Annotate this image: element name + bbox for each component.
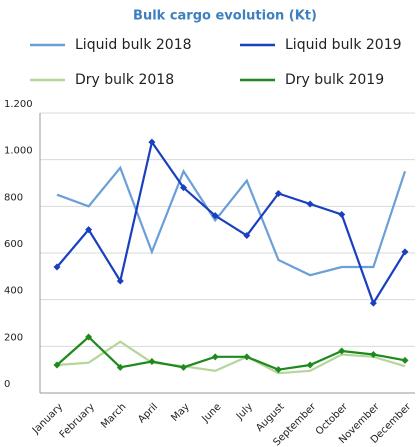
y-tick-label: 400 [4, 286, 23, 297]
point-marker [180, 184, 188, 192]
legend-label: Dry bulk 2019 [285, 72, 384, 88]
y-tick-label: 0 [4, 379, 10, 390]
x-tick-label: July [234, 401, 255, 422]
x-tick-label: May [169, 401, 191, 423]
legend-label: Dry bulk 2018 [75, 72, 174, 88]
chart-title: Bulk cargo evolution (Kt) [133, 9, 317, 24]
point-marker [180, 363, 188, 371]
series-line [56, 340, 406, 375]
point-marker [274, 190, 282, 197]
point-marker [401, 248, 409, 256]
point-marker [53, 263, 61, 271]
series-line [56, 335, 406, 371]
point-marker [53, 361, 61, 369]
point-marker [369, 299, 377, 307]
series-line [56, 165, 407, 277]
point-marker [306, 361, 314, 369]
x-tick-label: June [200, 401, 224, 425]
point-marker [148, 138, 156, 146]
point-marker [243, 232, 251, 239]
point-marker [85, 226, 93, 234]
point-marker [369, 351, 377, 358]
point-marker [116, 277, 124, 285]
y-tick-label: 200 [4, 332, 23, 343]
legend-label: Liquid bulk 2019 [285, 37, 402, 53]
point-marker [401, 356, 409, 364]
point-marker [116, 363, 124, 371]
point-marker [338, 347, 346, 355]
point-marker [306, 200, 314, 208]
x-tick-label: March [99, 401, 128, 430]
series-line [56, 139, 406, 306]
point-marker [211, 353, 219, 361]
x-tick-label: February [58, 401, 97, 440]
point-marker [148, 358, 156, 365]
y-tick-label: 800 [4, 192, 23, 203]
point-marker [211, 212, 219, 220]
point-marker [338, 211, 346, 218]
point-marker [243, 353, 251, 361]
y-tick-label: 600 [4, 239, 23, 250]
legend-label: Liquid bulk 2018 [75, 37, 192, 53]
x-tick-label: April [136, 401, 160, 425]
y-tick-label: 1.000 [4, 146, 33, 157]
point-marker [274, 366, 282, 374]
point-marker [85, 333, 93, 341]
y-tick-label: 1.200 [4, 99, 33, 110]
